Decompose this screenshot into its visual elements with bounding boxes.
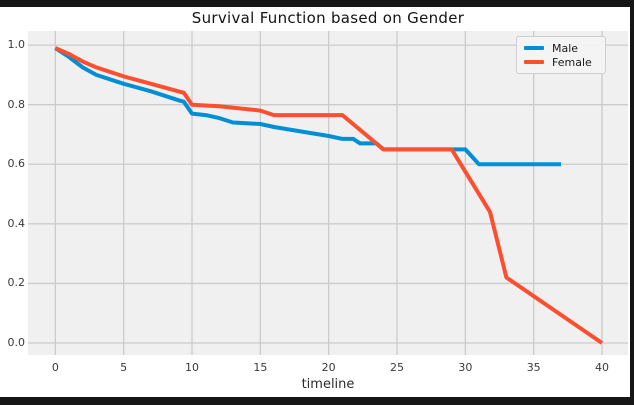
y-tick-label: 0.4 — [7, 216, 26, 230]
plot-svg — [28, 31, 628, 355]
y-tick-label: 0.0 — [7, 335, 26, 349]
y-tick-label: 1.0 — [7, 38, 26, 52]
x-tick-label: 35 — [526, 361, 541, 374]
right-border — [630, 0, 634, 405]
x-tick-label: 30 — [458, 361, 473, 374]
x-tick-label: 25 — [390, 361, 405, 374]
y-tick-label: 0.6 — [7, 157, 26, 171]
chart-title: Survival Function based on Gender — [191, 9, 465, 27]
x-tick-label: 40 — [595, 361, 610, 374]
x-tick-label: 15 — [253, 361, 268, 374]
legend-swatch-icon — [524, 46, 544, 50]
top-border — [0, 0, 634, 7]
y-tick-label: 0.2 — [7, 276, 26, 290]
x-tick-label: 10 — [185, 361, 199, 374]
legend-item-male: Male — [524, 41, 599, 55]
legend-label: Female — [552, 55, 592, 69]
plot-area — [28, 31, 628, 355]
bottom-border — [0, 397, 634, 405]
x-tick-label: 0 — [51, 361, 59, 374]
legend-item-female: Female — [524, 55, 599, 69]
legend-swatch-icon — [524, 60, 544, 64]
legend: Male Female — [516, 36, 606, 74]
y-tick-label: 0.8 — [7, 97, 26, 111]
legend-label: Male — [552, 41, 579, 55]
series-line-male — [54, 46, 561, 167]
series-line-female — [54, 46, 604, 345]
x-tick-label: 20 — [321, 361, 336, 374]
x-axis-label: timeline — [301, 377, 355, 392]
x-tick-label: 5 — [120, 361, 128, 374]
